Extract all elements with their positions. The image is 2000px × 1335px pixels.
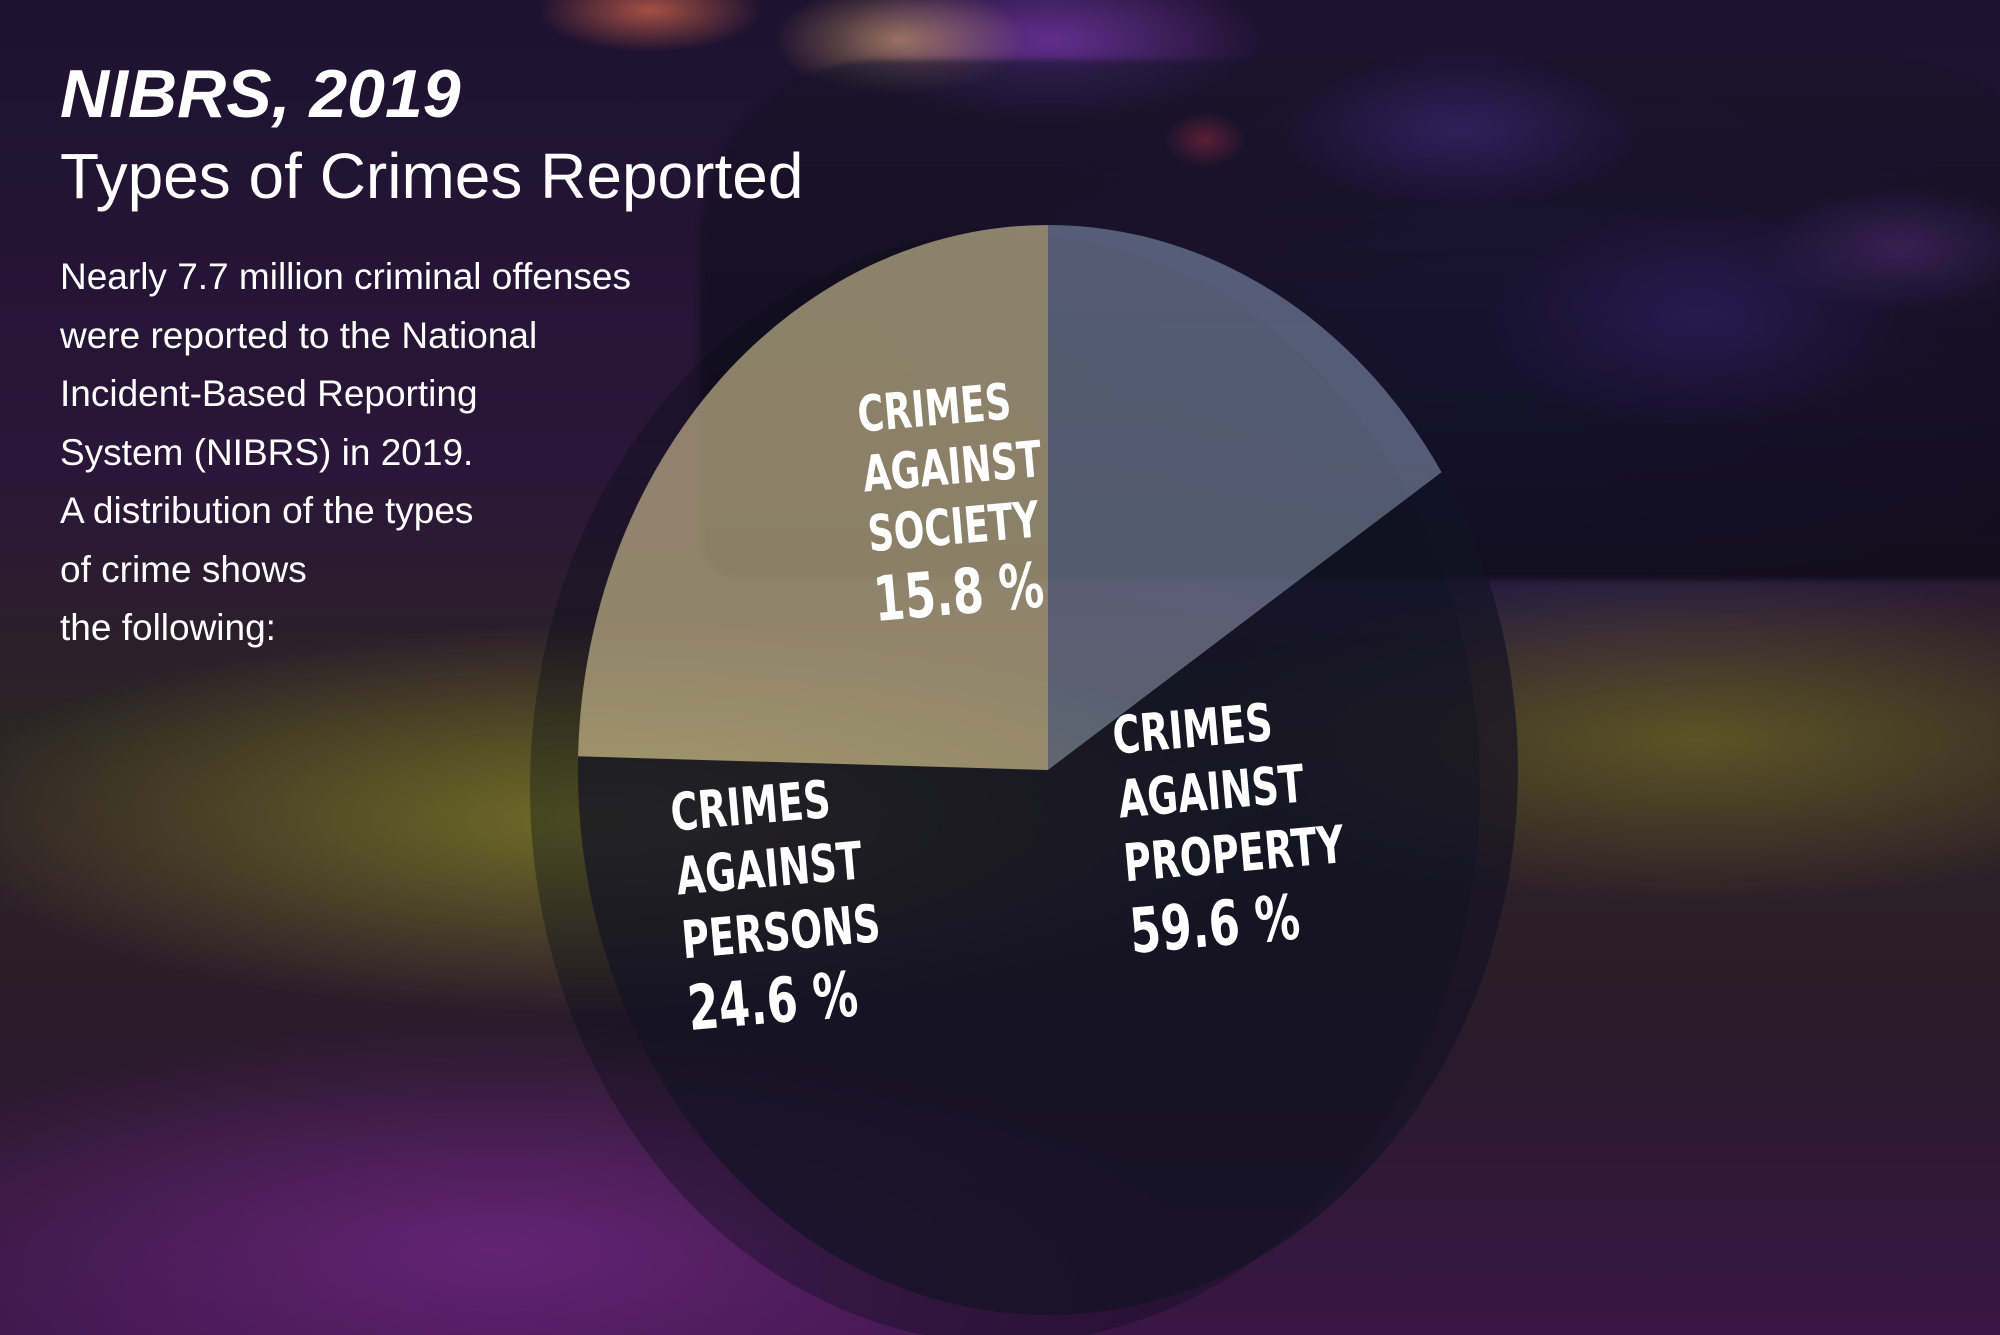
intro-line: A distribution of the types [60, 490, 474, 531]
pie-slice-persons [578, 224, 1048, 770]
header: NIBRS, 2019 Types of Crimes Reported [60, 54, 803, 214]
slice-value: 15.8 % [870, 548, 1047, 637]
slice-label-society: CRIMES AGAINST SOCIETY 15.8 % [855, 364, 1113, 636]
intro-line: Incident-Based Reporting [60, 373, 478, 414]
slice-name: CRIMES AGAINST SOCIETY [855, 372, 1044, 564]
slice-label-persons: CRIMES AGAINST PERSONS 24.6 % [668, 740, 1169, 1045]
page-title: NIBRS, 2019 [60, 56, 461, 132]
intro-paragraph: Nearly 7.7 million criminal offenses wer… [60, 248, 720, 658]
intro-line: of crime shows [60, 548, 307, 590]
intro-line: Nearly 7.7 million criminal offenses [60, 256, 631, 297]
intro-line: were reported to the National [60, 314, 538, 356]
page-subtitle: Types of Crimes Reported [60, 140, 804, 212]
slice-label-property: CRIMES AGAINST PROPERTY 59.6 % [1110, 663, 1611, 968]
slice-name: CRIMES AGAINST PERSONS [668, 770, 883, 972]
slice-name: CRIMES AGAINST PROPERTY [1110, 693, 1347, 895]
pie-slices [577, 224, 1518, 1315]
intro-line: the following: [60, 607, 276, 648]
pie-slice-society [1048, 225, 1442, 770]
pie-slice-property [577, 472, 1518, 1315]
intro-line: System (NIBRS) in 2019. [60, 431, 474, 473]
